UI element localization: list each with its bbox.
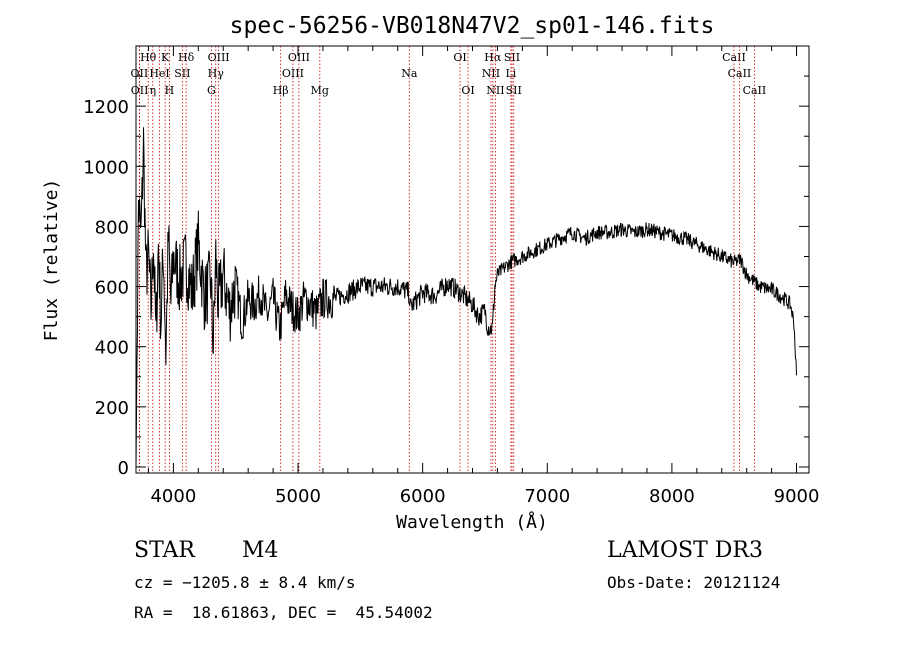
spectral-line-label: η: [150, 84, 157, 97]
x-tick-label: 6000: [400, 486, 446, 507]
spectral-line-label: NII: [486, 84, 504, 97]
series-layer: [135, 127, 797, 468]
x-tick-label: 8000: [649, 486, 695, 507]
spectrum-series-line: [135, 127, 797, 468]
obs-date: Obs-Date: 20121124: [607, 573, 781, 592]
spectral-line-label: Hθ: [140, 51, 157, 64]
spectral-line-label: Li: [505, 67, 516, 80]
spectral-line-label: OII: [131, 67, 149, 80]
coordinates: RA = 18.61863, DEC = 45.54002: [134, 603, 433, 622]
plot-frame: [135, 45, 810, 474]
y-tick-label: 1000: [83, 157, 129, 178]
x-tick-label: 9000: [774, 486, 820, 507]
x-tick-label: 4000: [150, 486, 196, 507]
spectral-line-label: Na: [401, 67, 418, 80]
spectral-line-label: OIII: [288, 51, 310, 64]
spectral-line-label: CaII: [728, 67, 752, 80]
object-subclass: M4: [242, 538, 279, 563]
spectral-line-label: OIII: [282, 67, 304, 80]
spectral-line-label: SII: [504, 51, 520, 64]
spectral-line-label: NII: [482, 67, 500, 80]
spectral-line-label: OII: [131, 84, 149, 97]
spectral-line-label: Hβ: [273, 84, 289, 97]
spectral-line-label: SII: [174, 67, 190, 80]
y-tick-label: 1200: [83, 97, 129, 118]
y-tick-label: 600: [95, 278, 129, 299]
spectral-line-label: OI: [461, 84, 474, 97]
axes: 4000 5000 6000 7000 8000 9000 0 200 400 600 800 100…: [83, 46, 819, 507]
spectral-line-label: H: [165, 84, 175, 97]
object-class: STAR: [134, 538, 195, 563]
spectral-line-label: G: [207, 84, 216, 97]
spectral-line-label: OI: [453, 51, 466, 64]
spectral-line-label: Mg: [311, 84, 329, 97]
spectral-line-label: CaII: [722, 51, 746, 64]
x-tick-label: 5000: [275, 486, 321, 507]
survey-name: LAMOST DR3: [607, 538, 763, 563]
y-axis-label: Flux (relative): [41, 179, 62, 342]
spectral-line-label: Hδ: [178, 51, 195, 64]
spectral-line-label: Hγ: [208, 67, 225, 80]
spectral-line-label: HeI: [149, 67, 169, 80]
spectral-line-label: K: [161, 51, 170, 64]
spectral-line-label: CaII: [743, 84, 767, 97]
spectral-line-label: Hα: [484, 51, 502, 64]
y-tick-label: 800: [95, 217, 129, 238]
y-tick-label: 0: [118, 458, 129, 479]
y-tick-label: 200: [95, 398, 129, 419]
spectral-line-markers: Hθ OII OII η HeI K H SII Hδ G Hγ OIII Hβ OIII OIII Mg Na…: [131, 46, 767, 473]
redshift-cz: cz = −1205.8 ± 8.4 km/s: [134, 573, 356, 592]
x-axis-label: Wavelength (Å): [396, 511, 548, 533]
y-tick-label: 400: [95, 338, 129, 359]
spectral-line-label: OIII: [208, 51, 230, 64]
x-tick-label: 7000: [524, 486, 570, 507]
chart-title: spec-56256-VB018N47V2_sp01-146.fits: [230, 13, 715, 39]
spectral-line-label: SII: [506, 84, 522, 97]
